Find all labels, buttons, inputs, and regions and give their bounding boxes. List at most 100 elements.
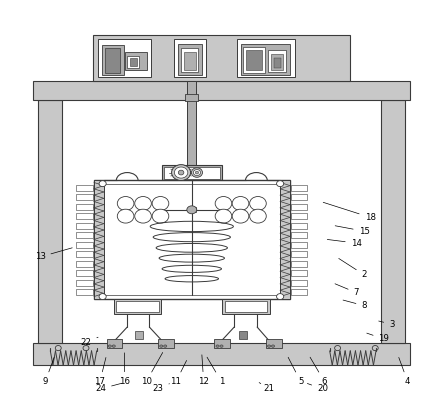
Text: 14: 14: [327, 239, 362, 248]
Bar: [33, 81, 410, 100]
Ellipse shape: [232, 197, 249, 210]
Bar: [129, 58, 137, 65]
Bar: [291, 242, 307, 248]
Bar: [222, 298, 270, 314]
Bar: [135, 331, 143, 339]
Bar: [246, 50, 262, 70]
Ellipse shape: [152, 209, 169, 223]
Ellipse shape: [171, 165, 190, 180]
Bar: [127, 56, 139, 67]
Text: 10: 10: [141, 352, 163, 386]
Bar: [271, 55, 283, 69]
Bar: [280, 180, 290, 299]
Bar: [181, 48, 198, 72]
Bar: [241, 44, 290, 75]
Bar: [178, 44, 202, 75]
Ellipse shape: [232, 209, 249, 223]
Ellipse shape: [272, 345, 275, 347]
Bar: [239, 331, 247, 339]
Bar: [291, 271, 307, 277]
Ellipse shape: [179, 170, 184, 175]
Bar: [214, 340, 230, 348]
Bar: [266, 340, 282, 348]
Bar: [225, 301, 268, 312]
Bar: [76, 271, 93, 277]
Bar: [291, 194, 307, 200]
Text: 23: 23: [152, 384, 169, 393]
Text: 6: 6: [310, 357, 327, 386]
Bar: [158, 340, 174, 348]
Bar: [102, 45, 124, 75]
Bar: [76, 261, 93, 267]
Bar: [291, 232, 307, 238]
Bar: [243, 47, 265, 73]
Text: 12: 12: [198, 355, 209, 386]
Bar: [76, 289, 93, 295]
Ellipse shape: [99, 294, 106, 300]
Bar: [125, 52, 147, 69]
Bar: [274, 58, 281, 68]
Bar: [188, 207, 196, 212]
Ellipse shape: [195, 171, 198, 174]
Bar: [76, 204, 93, 210]
Ellipse shape: [112, 345, 115, 347]
Ellipse shape: [187, 206, 197, 214]
Ellipse shape: [250, 209, 266, 223]
Bar: [76, 223, 93, 229]
Bar: [291, 289, 307, 295]
Ellipse shape: [191, 168, 202, 177]
Text: 9: 9: [43, 358, 54, 386]
Text: 7: 7: [335, 284, 359, 297]
Bar: [185, 94, 198, 101]
Bar: [39, 100, 62, 343]
Bar: [99, 184, 285, 295]
Bar: [381, 100, 404, 343]
Text: 3: 3: [379, 320, 395, 329]
Text: 21: 21: [259, 383, 275, 393]
Ellipse shape: [117, 197, 134, 210]
Text: 18: 18: [323, 202, 376, 222]
Ellipse shape: [159, 345, 163, 347]
Ellipse shape: [117, 209, 134, 223]
Bar: [107, 340, 122, 348]
Text: 19: 19: [367, 333, 389, 344]
Text: 24: 24: [95, 383, 122, 393]
Bar: [291, 251, 307, 257]
Bar: [76, 194, 93, 200]
Ellipse shape: [99, 181, 106, 187]
Ellipse shape: [276, 294, 284, 300]
Bar: [291, 204, 307, 210]
Bar: [76, 185, 93, 191]
Ellipse shape: [216, 345, 219, 347]
Text: 22: 22: [81, 337, 98, 347]
Bar: [76, 213, 93, 219]
Bar: [162, 165, 222, 180]
Ellipse shape: [163, 345, 167, 347]
Text: 2: 2: [339, 259, 367, 279]
Text: 8: 8: [343, 300, 367, 310]
Ellipse shape: [268, 345, 271, 347]
Text: 20: 20: [307, 383, 328, 393]
Bar: [33, 343, 410, 365]
Ellipse shape: [135, 197, 152, 210]
Ellipse shape: [220, 345, 223, 347]
Text: 16: 16: [119, 353, 130, 386]
Bar: [98, 39, 152, 77]
Ellipse shape: [152, 197, 169, 210]
Bar: [184, 52, 196, 69]
Bar: [291, 213, 307, 219]
Ellipse shape: [215, 209, 232, 223]
Bar: [291, 185, 307, 191]
Ellipse shape: [215, 197, 232, 210]
Text: 1: 1: [207, 357, 224, 386]
Text: 17: 17: [94, 358, 106, 386]
Ellipse shape: [193, 170, 201, 176]
Ellipse shape: [175, 167, 188, 178]
Text: 4: 4: [399, 358, 411, 386]
Bar: [105, 48, 120, 73]
Bar: [93, 35, 350, 81]
Bar: [76, 242, 93, 248]
Bar: [94, 180, 104, 299]
Bar: [291, 261, 307, 267]
Bar: [174, 39, 206, 77]
